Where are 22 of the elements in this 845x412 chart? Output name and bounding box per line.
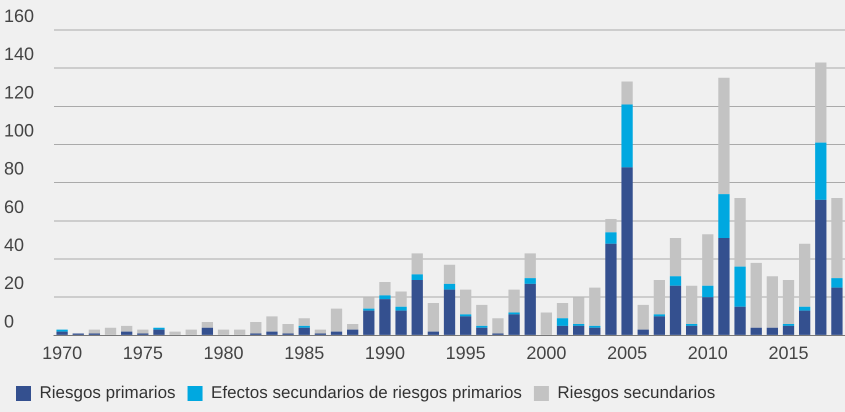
- legend-label: Riesgos secundarios: [557, 383, 716, 402]
- y-tick-label: 100: [4, 120, 34, 140]
- x-tick-label: 1970: [42, 343, 82, 364]
- y-tick-label: 40: [4, 235, 24, 256]
- legend-label: Riesgos primarios: [40, 383, 176, 402]
- y-tick-label: 60: [4, 196, 24, 217]
- y-tick-label: 160: [4, 6, 34, 26]
- x-tick-label: 1990: [364, 343, 405, 364]
- legend-label: Efectos secundarios de riesgos primarios: [211, 383, 522, 402]
- x-tick-label: 2000: [526, 343, 566, 364]
- y-tick-label: 80: [4, 158, 24, 179]
- x-tick-label: 2015: [768, 343, 809, 364]
- x-tick-label: 1975: [122, 343, 163, 364]
- y-tick-label: 20: [4, 273, 24, 294]
- y-tick-label: 120: [4, 82, 34, 102]
- y-tick-label: 0: [4, 311, 14, 332]
- x-tick-label: 1995: [446, 343, 486, 364]
- x-tick-label: 2010: [688, 343, 728, 364]
- x-tick-label: 1980: [204, 343, 244, 364]
- y-tick-label: 140: [4, 44, 34, 64]
- x-tick-label: 2005: [607, 343, 648, 364]
- x-tick-label: 1985: [284, 343, 324, 364]
